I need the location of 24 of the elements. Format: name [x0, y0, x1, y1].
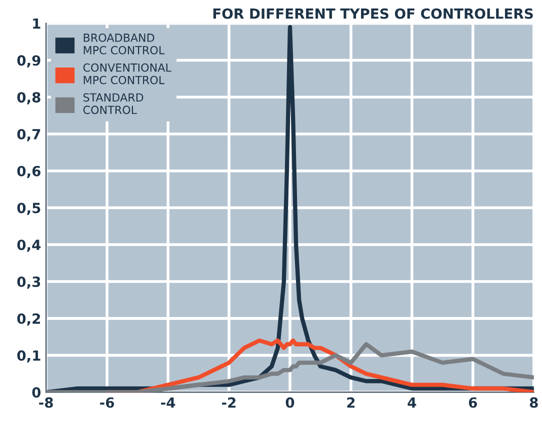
- y-tick-label: 0,8: [17, 92, 40, 104]
- y-tick-label: 0,1: [17, 350, 40, 363]
- y-tick-label: 0: [32, 387, 41, 398]
- x-tick-label: -2: [222, 397, 236, 408]
- legend-label: CONVENTIONAL MPC CONTROL: [83, 63, 172, 84]
- y-tick-label: 0,3: [17, 276, 40, 289]
- y-tick-label: 0,9: [17, 55, 40, 68]
- x-tick-label: -4: [161, 397, 176, 408]
- x-tick-label: -6: [100, 397, 114, 408]
- legend-label: STANDARD CONTROL: [83, 93, 144, 114]
- x-tick-label: 8: [530, 397, 538, 408]
- x-tick-label: 6: [468, 397, 477, 408]
- legend-label: BROADBAND MPC CONTROL: [84, 34, 165, 54]
- x-tick-label: 4: [408, 397, 416, 408]
- y-tick-label: 0,6: [17, 166, 40, 178]
- y-tick-label: 1: [33, 18, 40, 29]
- x-tick-label: 2: [347, 397, 355, 408]
- y-tick-label: 0,7: [17, 128, 40, 142]
- y-tick-label: 0,4: [17, 240, 41, 252]
- x-tick-label: -8: [39, 397, 53, 408]
- y-tick-label: 0,5: [17, 202, 40, 216]
- chart-title: FOR DIFFERENT TYPES OF CONTROLLERS: [213, 8, 533, 19]
- x-tick-label: 0: [286, 397, 294, 408]
- y-tick-label: 0,2: [17, 313, 40, 326]
